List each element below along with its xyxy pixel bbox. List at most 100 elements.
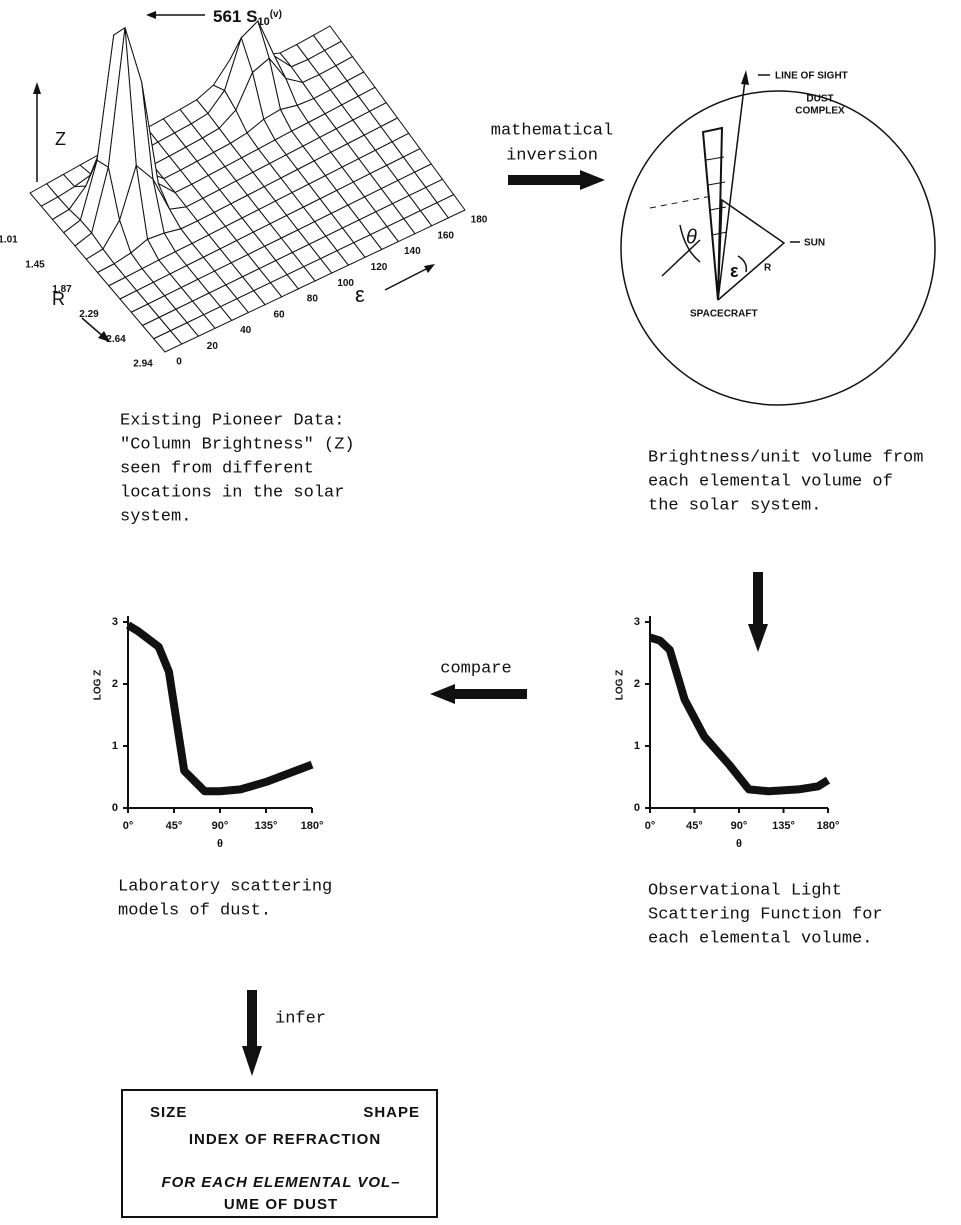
- arrow-head: [741, 70, 749, 85]
- arrow-shaft: [753, 572, 763, 627]
- e-tick-label: 20: [207, 341, 219, 352]
- cone-line: [710, 207, 726, 210]
- x-axis-label: θ: [217, 838, 223, 850]
- y-tick-label: 0: [112, 802, 118, 814]
- arrow-shaft: [247, 990, 257, 1050]
- epsilon-arc: [738, 256, 746, 272]
- caption-pioneer: Existing Pioneer Data: "Column Brightnes…: [120, 411, 355, 526]
- arrow-head: [580, 170, 605, 190]
- caption-line: Observational Light: [648, 881, 842, 900]
- caption-line: locations in the solar: [120, 483, 344, 502]
- z-label: Z: [55, 129, 66, 149]
- peak-sup: (v): [270, 9, 282, 20]
- dashed-line: [650, 196, 712, 208]
- y-tick-label: 1: [634, 740, 640, 752]
- cone-line: [708, 182, 725, 185]
- caption-line: seen from different: [120, 459, 314, 478]
- label: COMPLEX: [795, 106, 845, 117]
- x-tick-label: 180°: [301, 820, 324, 832]
- e-tick-label: 0: [176, 357, 182, 368]
- e-arrow: [385, 268, 428, 290]
- arrow-label: mathematical: [491, 121, 613, 140]
- x-axis-label: θ: [736, 838, 742, 850]
- arrow-head: [146, 11, 156, 19]
- arrow-head: [33, 82, 41, 94]
- label: DUST: [806, 94, 833, 105]
- arrow-head: [748, 624, 768, 652]
- r-tick-label: 1.01: [0, 235, 18, 246]
- peak-value: 561: [213, 7, 241, 26]
- arrow-label: infer: [275, 1009, 326, 1028]
- x-tick-label: 135°: [255, 820, 278, 832]
- x-tick-label: 135°: [772, 820, 795, 832]
- e-tick-label: 80: [307, 294, 319, 305]
- caption-line: the solar system.: [648, 496, 821, 515]
- y-axis-label: LOG Z: [615, 670, 626, 701]
- caption-line: "Column Brightness" (Z): [120, 435, 355, 454]
- arrow-shaft: [452, 689, 527, 699]
- caption-observational: Observational Light Scattering Function …: [648, 881, 883, 948]
- arrow-shaft: [508, 175, 583, 185]
- y-tick-label: 3: [112, 616, 118, 628]
- box-text: FOR EACH ELEMENTAL VOL–: [161, 1174, 400, 1191]
- caption-brightness: Brightness/unit volume from each element…: [648, 448, 923, 515]
- y-tick-label: 2: [112, 678, 118, 690]
- charts: 0 1 2 3 0° 45° 90° 135° 180° θ LOG Z 0 1 2 3 0° 45° 90° 13…: [93, 616, 840, 850]
- e-tick-label: 120: [371, 262, 388, 273]
- peak-sub: 10: [257, 16, 269, 28]
- e-tick-label: 100: [337, 278, 354, 289]
- arrow-head: [242, 1046, 262, 1076]
- caption-line: Existing Pioneer Data:: [120, 411, 344, 430]
- box-text: UME OF DUST: [224, 1196, 338, 1213]
- e-tick-label: 140: [404, 246, 421, 257]
- r-label: R: [52, 289, 65, 309]
- curve: [128, 625, 312, 791]
- label: ε: [730, 261, 739, 281]
- label: LINE OF SIGHT: [775, 71, 848, 82]
- caption-line: each elemental volume.: [648, 929, 872, 948]
- y-axis-label: LOG Z: [93, 670, 104, 701]
- curve: [650, 638, 828, 792]
- caption-line: system.: [120, 507, 191, 526]
- box-text: INDEX OF REFRACTION: [189, 1131, 381, 1148]
- r-tick-label: 1.45: [25, 259, 45, 270]
- x-tick-label: 90°: [212, 820, 229, 832]
- y-tick-label: 1: [112, 740, 118, 752]
- caption-line: Laboratory scattering: [118, 877, 332, 896]
- caption-line: Brightness/unit volume from: [648, 448, 923, 467]
- peak-unit: S: [246, 7, 257, 26]
- caption-line: models of dust.: [118, 901, 271, 920]
- x-tick-label: 0°: [123, 820, 134, 832]
- y-tick-label: 0: [634, 802, 640, 814]
- caption-laboratory: Laboratory scattering models of dust.: [118, 877, 332, 920]
- r-tick-label: 2.94: [133, 359, 153, 370]
- label: θ: [686, 226, 697, 248]
- x-tick-label: 45°: [686, 820, 703, 832]
- e-tick-label: 160: [437, 230, 454, 241]
- arrow-label: compare: [440, 659, 511, 678]
- r-tick-label: 2.64: [106, 334, 126, 345]
- x-tick-label: 45°: [166, 820, 183, 832]
- x-tick-label: 180°: [817, 820, 840, 832]
- e-tick-label: 180: [471, 215, 488, 226]
- arrow-label: inversion: [506, 146, 598, 165]
- x-tick-label: 90°: [731, 820, 748, 832]
- y-tick-label: 2: [634, 678, 640, 690]
- peak-label: 561 S10(v): [213, 7, 282, 27]
- page: 1.011.451.872.292.642.940204060801001201…: [0, 0, 961, 1225]
- e-tick-label: 40: [240, 325, 252, 336]
- box-text: SIZE: [150, 1104, 187, 1121]
- x-tick-label: 0°: [645, 820, 656, 832]
- label: SPACECRAFT: [690, 309, 758, 320]
- arrow-head: [430, 684, 455, 704]
- box-text: SHAPE: [363, 1104, 420, 1121]
- label: SUN: [804, 238, 825, 249]
- arrow-head: [424, 264, 435, 273]
- e-tick-label: 60: [273, 309, 285, 320]
- label: R: [764, 263, 772, 274]
- y-tick-label: 3: [634, 616, 640, 628]
- caption-line: Scattering Function for: [648, 905, 883, 924]
- caption-line: each elemental volume of: [648, 472, 893, 491]
- e-label: ε: [355, 282, 365, 307]
